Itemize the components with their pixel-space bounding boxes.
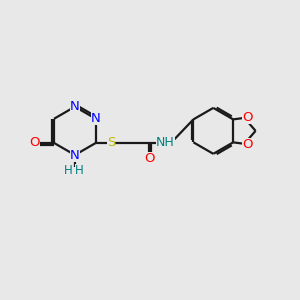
Text: N: N <box>70 100 80 113</box>
Text: H: H <box>64 164 73 177</box>
Text: O: O <box>242 111 253 124</box>
Text: S: S <box>107 136 115 149</box>
Text: O: O <box>242 138 253 151</box>
Text: O: O <box>144 152 155 165</box>
Text: H: H <box>75 164 84 177</box>
Text: O: O <box>29 136 40 149</box>
Text: N: N <box>70 148 80 161</box>
Text: N: N <box>91 112 101 125</box>
Text: NH: NH <box>156 136 175 149</box>
